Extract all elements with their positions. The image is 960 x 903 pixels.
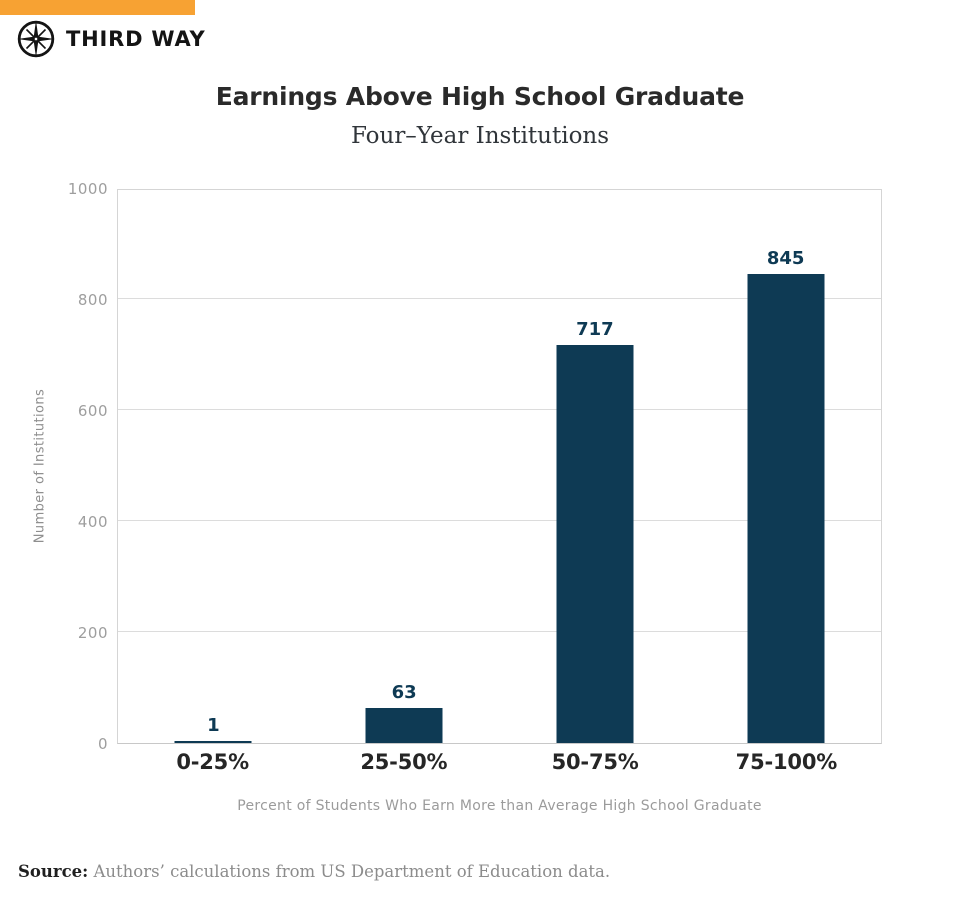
chart-subtitle: Four–Year Institutions: [350, 123, 610, 149]
ytick-200: 200: [77, 624, 108, 642]
bar-value-50-75%: 717: [576, 319, 614, 340]
source-text: Authors’ calculations from US Department…: [93, 862, 611, 881]
gridline-600: [118, 409, 881, 410]
bars: 1 63 717 845: [118, 190, 881, 743]
compass-star-icon: [17, 20, 55, 58]
brand-name: THIRD WAY: [66, 27, 206, 51]
ytick-0: 0: [97, 735, 108, 753]
ytick-600: 600: [77, 402, 108, 420]
gridline-200: [118, 631, 881, 632]
xtick-50-75%: 50-75%: [551, 750, 639, 774]
chart-title: Earnings Above High School Graduate: [215, 82, 745, 111]
xtick-25-50%: 25-50%: [360, 750, 448, 774]
gridline-400: [118, 520, 881, 521]
ytick-400: 400: [77, 513, 108, 531]
bar-25-50%: [365, 708, 443, 743]
brand-accent-bar: [0, 0, 195, 15]
y-axis-ticks: 0 200 400 600 800 1000: [0, 180, 108, 753]
bar-value-25-50%: 63: [391, 682, 417, 703]
x-axis-title: Percent of Students Who Earn More than A…: [237, 798, 762, 814]
source-label: Source:: [18, 862, 89, 881]
bar-value-0-25%: 1: [207, 715, 220, 736]
brand-logo: THIRD WAY: [16, 19, 206, 59]
bar-slot-75-100%: 845: [690, 190, 881, 743]
xtick-0-25%: 0-25%: [176, 750, 249, 774]
bar-slot-0-25%: 1: [118, 190, 309, 743]
source-line: Source: Authors’ calculations from US De…: [18, 862, 610, 881]
bar-slot-50-75%: 717: [500, 190, 691, 743]
xtick-75-100%: 75-100%: [735, 750, 838, 774]
plot-area: 1 63 717 845: [117, 189, 882, 744]
x-axis-ticks: 0-25% 25-50% 50-75% 75-100%: [117, 750, 882, 774]
ytick-1000: 1000: [67, 180, 108, 198]
bar-75-100%: [747, 274, 825, 743]
bar-value-75-100%: 845: [766, 248, 805, 269]
bar-slot-25-50%: 63: [309, 190, 500, 743]
ytick-800: 800: [77, 291, 108, 309]
gridline-800: [118, 298, 881, 299]
bar-0-25%: [174, 741, 252, 743]
bar-50-75%: [556, 345, 634, 743]
